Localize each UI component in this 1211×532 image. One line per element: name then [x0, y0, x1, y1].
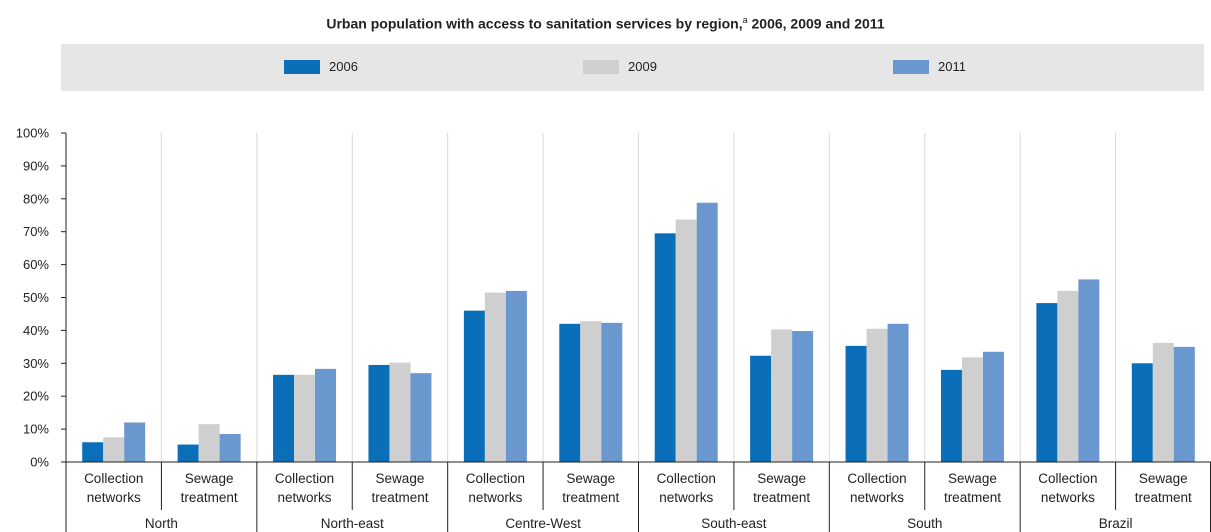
x-subcategory-label: networks	[659, 490, 713, 505]
x-subcategory-label: treatment	[562, 490, 619, 505]
bar	[198, 424, 220, 462]
x-region-label: North	[145, 516, 178, 531]
x-region-label: South	[907, 516, 942, 531]
x-subcategory-label: Collection	[466, 471, 525, 486]
y-tick-label: 60%	[23, 257, 49, 272]
y-tick-label: 50%	[23, 290, 49, 305]
legend-label-2006: 2006	[329, 59, 358, 74]
bar	[866, 328, 888, 462]
x-subcategory-label: Collection	[275, 471, 334, 486]
x-subcategory-label: Sewage	[1139, 471, 1188, 486]
x-subcategory-label: treatment	[944, 490, 1001, 505]
bar	[750, 355, 772, 462]
x-subcategory-label: Collection	[657, 471, 716, 486]
x-subcategory-label: Collection	[84, 471, 143, 486]
bar	[410, 373, 432, 462]
x-subcategory-label: networks	[468, 490, 522, 505]
legend-swatch-2006	[284, 59, 320, 74]
y-tick-label: 90%	[23, 158, 49, 173]
x-subcategory-label: Sewage	[757, 471, 806, 486]
bar	[845, 345, 867, 462]
bar	[961, 357, 983, 462]
legend-item-2006: 2006	[284, 59, 358, 74]
bar	[389, 362, 411, 462]
bar	[601, 322, 623, 462]
bar	[1057, 290, 1079, 462]
x-subcategory-label: Sewage	[185, 471, 234, 486]
bar	[940, 369, 962, 462]
y-tick-label: 10%	[23, 422, 49, 437]
y-tick-label: 20%	[23, 389, 49, 404]
bar	[124, 422, 146, 462]
chart-title: Urban population with access to sanitati…	[0, 15, 1211, 32]
bar	[982, 351, 1004, 462]
x-subcategory-label: Collection	[1038, 471, 1097, 486]
x-subcategory-label: Sewage	[376, 471, 425, 486]
bar	[559, 323, 581, 462]
bar	[1131, 363, 1153, 462]
legend-swatch-2009	[583, 59, 619, 74]
x-region-label: South-east	[701, 516, 767, 531]
bar	[103, 437, 125, 462]
x-subcategory-label: networks	[1041, 490, 1095, 505]
bar	[315, 368, 337, 462]
y-tick-label: 100%	[16, 126, 50, 141]
bar	[273, 374, 295, 462]
bar	[792, 331, 814, 462]
x-subcategory-label: Sewage	[566, 471, 615, 486]
x-subcategory-label: networks	[850, 490, 904, 505]
bar	[368, 364, 390, 462]
bar	[771, 329, 793, 462]
x-subcategory-label: treatment	[371, 490, 428, 505]
bar	[219, 434, 241, 462]
bar	[463, 310, 485, 462]
legend: 2006 2009 2011	[61, 44, 1204, 91]
y-tick-label: 70%	[23, 224, 49, 239]
bar	[696, 202, 718, 463]
legend-item-2011: 2011	[893, 59, 966, 74]
x-subcategory-label: networks	[87, 490, 141, 505]
x-subcategory-label: Sewage	[948, 471, 997, 486]
bar	[505, 290, 527, 462]
bar	[654, 233, 676, 462]
bar	[484, 292, 506, 462]
x-region-label: North-east	[321, 516, 384, 531]
x-subcategory-label: treatment	[181, 490, 238, 505]
x-region-label: Centre-West	[505, 516, 581, 531]
y-tick-label: 40%	[23, 323, 49, 338]
title-footnote-marker: a	[742, 15, 748, 25]
x-subcategory-label: treatment	[753, 490, 810, 505]
bar	[82, 442, 104, 462]
bar	[675, 219, 697, 462]
x-subcategory-label: networks	[278, 490, 332, 505]
bar	[1078, 279, 1100, 462]
legend-label-2009: 2009	[628, 59, 657, 74]
x-subcategory-label: Collection	[847, 471, 906, 486]
x-region-label: Brazil	[1099, 516, 1133, 531]
bar	[1173, 346, 1195, 462]
bar	[294, 374, 316, 462]
y-tick-label: 0%	[30, 455, 49, 470]
x-subcategory-label: treatment	[1135, 490, 1192, 505]
bar	[1036, 303, 1058, 462]
bar	[177, 444, 199, 462]
bar	[580, 321, 602, 462]
legend-swatch-2011	[893, 59, 929, 74]
legend-label-2011: 2011	[938, 59, 966, 74]
chart-title-tail: 2006, 2009 and 2011	[747, 15, 885, 32]
y-tick-label: 30%	[23, 356, 49, 371]
legend-item-2009: 2009	[583, 59, 657, 74]
y-tick-label: 80%	[23, 191, 49, 206]
bar	[1152, 342, 1174, 462]
chart-title-text: Urban population with access to sanitati…	[326, 15, 743, 32]
bar	[887, 323, 909, 462]
